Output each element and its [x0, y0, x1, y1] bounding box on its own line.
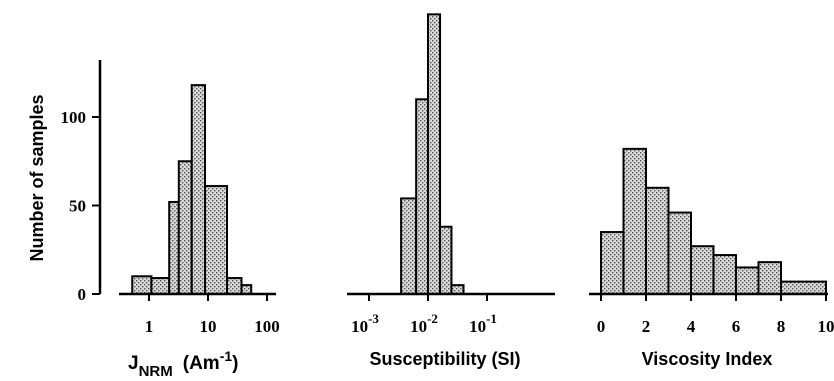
x-tick-label: 10-1 [469, 311, 497, 336]
x-tick-label: 10-3 [351, 311, 379, 336]
y-tick-label: 50 [69, 197, 86, 216]
x-tick-label: 0 [597, 317, 606, 336]
histogram-bar [240, 284, 253, 295]
x-tick-label: 4 [687, 317, 696, 336]
histogram-bar [780, 280, 827, 295]
histogram-bar [190, 84, 207, 295]
histogram-bar [400, 197, 418, 295]
histogram-bar [622, 147, 647, 295]
x-tick-label: 10 [200, 317, 217, 336]
histogram-bar [600, 231, 625, 296]
histogram-bar [204, 185, 229, 295]
panel-jnrm: 1 10 100 [92, 60, 280, 336]
jnrm-x-axis-label: JNRM (Am-1) [128, 348, 238, 380]
histogram-bar [168, 200, 180, 296]
histogram-bar [450, 284, 465, 295]
y-axis-label: Number of samples [27, 94, 47, 261]
histogram-bar [150, 277, 171, 296]
x-tick-label: 2 [642, 317, 651, 336]
susceptibility-x-axis-label: Susceptibility (SI) [369, 349, 520, 369]
histogram-bar [427, 13, 442, 296]
histogram-bar [415, 98, 430, 295]
histogram-bar [177, 160, 193, 295]
panel-susceptibility: 10-3 10-2 10-1 [347, 13, 555, 336]
panel-viscosity: 0 2 4 6 8 10 [589, 147, 834, 336]
histogram-bar [735, 266, 760, 296]
x-tick-label: 100 [254, 317, 280, 336]
viscosity-x-axis-label: Viscosity Index [642, 349, 773, 369]
x-tick-label: 6 [732, 317, 741, 336]
x-tick-label: 10 [818, 317, 834, 336]
y-tick-label: 100 [61, 108, 87, 127]
histogram-bar [439, 225, 453, 296]
x-tick-label: 1 [145, 317, 154, 336]
histogram-bar [667, 211, 692, 295]
histogram-bar [757, 261, 782, 296]
histogram-bar [131, 275, 153, 295]
y-tick-labels: 0 50 100 [61, 108, 87, 304]
y-tick-label: 0 [78, 285, 87, 304]
x-tick-label: 8 [777, 317, 786, 336]
x-tick-label: 10-2 [410, 311, 438, 336]
histogram-bar [226, 277, 243, 296]
histogram-bar [645, 186, 670, 295]
histogram-bar [690, 245, 715, 296]
histogram-bar [712, 254, 737, 295]
